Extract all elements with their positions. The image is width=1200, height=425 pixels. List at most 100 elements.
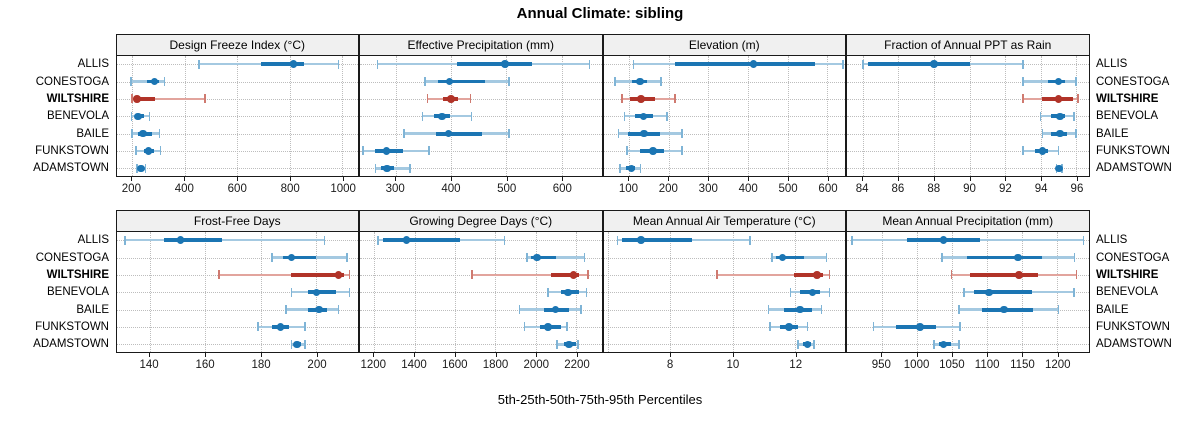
x-axis: 140 160 180 200 (116, 353, 360, 375)
interval-25-75 (530, 255, 557, 260)
x-tick-label: 140 (139, 359, 159, 371)
interval-25-75 (283, 255, 317, 260)
x-tick-label: 1200 (360, 359, 387, 371)
cap-95th (666, 111, 668, 121)
series-allis (360, 232, 602, 353)
x-tick-label: 2200 (564, 359, 590, 371)
series-allis (604, 232, 846, 353)
series-funkstown (604, 56, 846, 177)
x-tick-label: 1600 (441, 359, 468, 371)
cap-5th (797, 339, 800, 349)
gridline-horizontal (116, 98, 358, 100)
x-tick-label: 100 (618, 183, 639, 195)
cap-5th (218, 270, 220, 280)
gridline-horizontal (116, 150, 358, 152)
row-label-right-allis: ALLIS (1096, 234, 1128, 247)
gridline-horizontal (360, 257, 602, 259)
cap-95th (828, 270, 831, 280)
median-dot (1015, 271, 1023, 279)
cap-5th (285, 305, 287, 315)
gridline-horizontal (603, 344, 845, 346)
cap-95th (1073, 253, 1076, 263)
gridline-horizontal (847, 133, 1089, 135)
x-tick (562, 177, 564, 181)
cap-95th (304, 339, 307, 349)
median-dot (276, 323, 285, 331)
gridline-horizontal (847, 116, 1089, 118)
gridline-vertical (535, 231, 537, 352)
row-label-left-conestoga: CONESTOGA (35, 75, 109, 88)
x-tick-label: 200 (307, 359, 327, 371)
cap-95th (842, 59, 844, 69)
median-dot (637, 236, 645, 244)
gridline-vertical (260, 231, 262, 352)
median-dot (144, 147, 152, 155)
x-tick (237, 177, 239, 181)
interval-25-75 (291, 272, 345, 277)
cap-95th (580, 305, 583, 315)
cap-95th (674, 94, 676, 104)
plot-area (359, 231, 603, 353)
gridline-horizontal (603, 150, 845, 152)
series-funkstown (117, 232, 359, 353)
median-dot (544, 323, 552, 331)
x-tick (933, 177, 935, 181)
series-conestoga (360, 232, 602, 353)
x-tick (897, 177, 899, 181)
median-dot (533, 253, 541, 262)
cap-95th (681, 146, 684, 156)
median-dot (796, 305, 804, 314)
gridline-horizontal (603, 98, 845, 100)
cap-5th (621, 94, 623, 104)
gridline-vertical (237, 55, 239, 176)
gridline-vertical (708, 55, 710, 176)
cap-5th (257, 322, 259, 332)
x-tick-label: 950 (871, 359, 891, 371)
median-dot (939, 340, 948, 349)
x-tick (454, 353, 456, 357)
gridline-vertical (898, 55, 900, 176)
x-tick (881, 353, 883, 357)
median-dot (637, 95, 645, 103)
panel-elevation-m: Elevation (m) (602, 33, 846, 177)
cap-95th (304, 322, 307, 332)
cap-95th (1057, 305, 1060, 315)
interval-5-95 (471, 273, 588, 277)
cap-95th (470, 111, 473, 121)
gridline-horizontal (603, 292, 845, 294)
median-dot (383, 164, 391, 173)
x-tick (708, 177, 710, 181)
series-benevola (604, 56, 846, 177)
median-dot (438, 112, 446, 120)
interval-25-75 (436, 131, 482, 136)
cap-5th (376, 59, 379, 69)
gridline-horizontal (360, 98, 602, 100)
interval-25-75 (134, 96, 156, 101)
x-tick (184, 177, 186, 181)
x-tick (1005, 177, 1007, 181)
x-tick (1057, 353, 1059, 357)
series-benevola (117, 232, 359, 353)
median-dot (133, 95, 141, 103)
series-wiltshire (360, 232, 602, 353)
x-tick-label: 160 (195, 359, 215, 371)
series-conestoga (604, 232, 846, 353)
series-conestoga (847, 56, 1089, 177)
series-benevola (847, 56, 1089, 177)
series-benevola (360, 56, 602, 177)
x-tick-label: 1100 (974, 359, 1000, 371)
gridline-horizontal (116, 116, 358, 118)
x-axis: 1200 1400 1600 1800 2000 2200 (359, 353, 603, 375)
row-label-right-benevola: BENEVOLA (1096, 110, 1158, 123)
cap-95th (158, 129, 161, 139)
median-dot (447, 95, 455, 103)
series-funkstown (360, 56, 602, 177)
median-dot (445, 77, 454, 86)
median-dot (639, 112, 648, 120)
cap-5th (290, 287, 293, 297)
cap-95th (159, 146, 162, 156)
median-dot (649, 147, 657, 155)
gridline-vertical (668, 55, 670, 176)
cap-5th (130, 111, 133, 121)
